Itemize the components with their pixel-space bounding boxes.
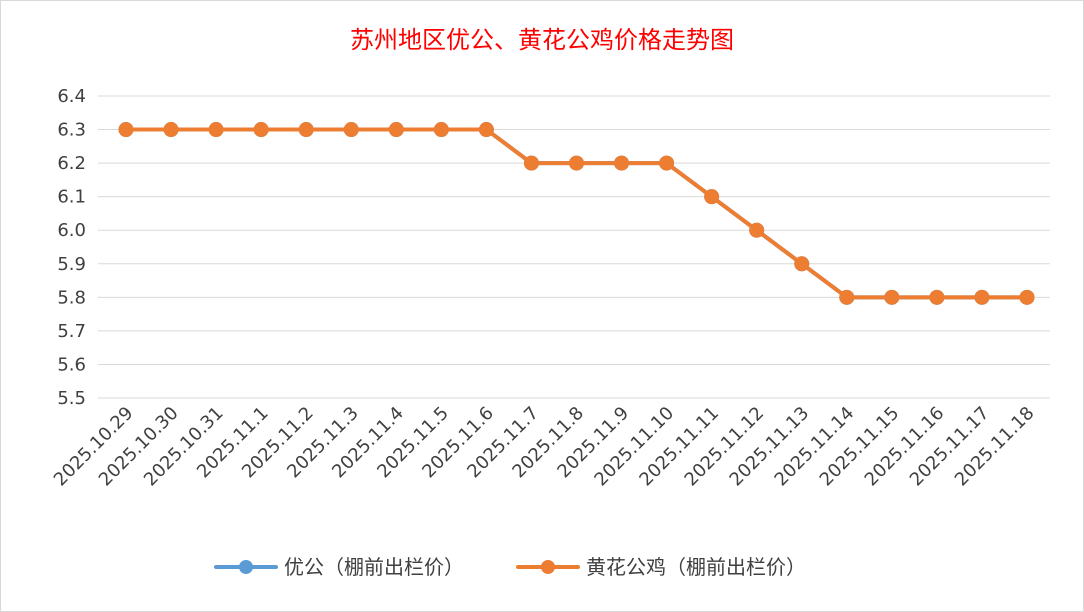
series-line-1 xyxy=(124,127,1029,300)
data-point-series-2 xyxy=(974,289,990,305)
data-point-series-2 xyxy=(704,189,720,205)
data-point-series-2 xyxy=(388,122,404,138)
y-tick-label: 6.2 xyxy=(57,153,86,174)
data-point-series-2 xyxy=(208,122,224,138)
series-line-2 xyxy=(124,127,1029,300)
y-tick-label: 6.4 xyxy=(57,86,86,107)
data-point-series-2 xyxy=(298,122,314,138)
chart-title: 苏州地区优公、黄花公鸡价格走势图 xyxy=(350,26,734,54)
y-tick-label: 5.6 xyxy=(57,354,86,375)
data-point-series-2 xyxy=(659,155,675,171)
y-tick-label: 6.0 xyxy=(57,220,86,241)
data-point-series-2 xyxy=(749,222,765,238)
data-point-series-2 xyxy=(1019,289,1035,305)
legend-marker-1 xyxy=(239,560,253,574)
data-point-series-2 xyxy=(884,289,900,305)
legend: 优公（棚前出栏价） 黄花公鸡（棚前出栏价） xyxy=(214,555,806,579)
y-tick-label: 5.9 xyxy=(57,254,86,275)
legend-label-2: 黄花公鸡（棚前出栏价） xyxy=(586,555,806,579)
data-point-series-2 xyxy=(343,122,359,138)
data-point-series-2 xyxy=(118,122,134,138)
data-point-series-2 xyxy=(478,122,494,138)
y-tick-label: 5.8 xyxy=(57,287,86,308)
series-layer xyxy=(118,122,1035,305)
y-tick-label: 5.5 xyxy=(57,388,86,409)
data-point-series-2 xyxy=(523,155,539,171)
data-point-series-2 xyxy=(794,256,810,272)
data-point-series-2 xyxy=(929,289,945,305)
data-point-series-2 xyxy=(839,289,855,305)
data-point-series-2 xyxy=(569,155,584,171)
legend-marker-2 xyxy=(541,560,555,574)
y-tick-label: 6.3 xyxy=(57,120,86,141)
legend-label-1: 优公（棚前出栏价） xyxy=(284,555,464,579)
gridlines xyxy=(98,95,1050,399)
data-point-series-2 xyxy=(163,122,179,138)
y-tick-label: 5.7 xyxy=(57,321,86,342)
y-axis-ticks: 5.5 5.6 5.7 5.8 5.9 6.0 6.1 6.2 6.3 6.4 xyxy=(57,86,86,409)
x-axis-ticks: 2025.10.292025.10.302025.10.312025.11.12… xyxy=(50,403,1039,491)
data-point-series-2 xyxy=(253,122,269,138)
data-point-series-2 xyxy=(433,122,449,138)
data-point-series-2 xyxy=(614,155,630,171)
y-tick-label: 6.1 xyxy=(57,187,86,208)
